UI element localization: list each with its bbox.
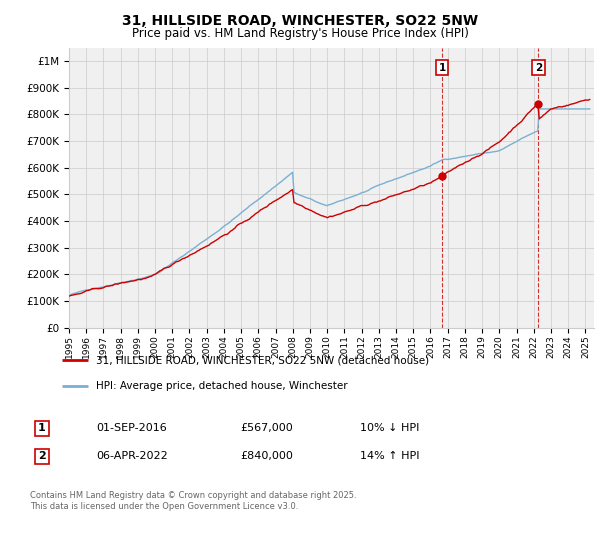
Text: 31, HILLSIDE ROAD, WINCHESTER, SO22 5NW: 31, HILLSIDE ROAD, WINCHESTER, SO22 5NW xyxy=(122,14,478,28)
Text: 1: 1 xyxy=(439,63,446,73)
Text: 14% ↑ HPI: 14% ↑ HPI xyxy=(360,451,419,461)
Text: 10% ↓ HPI: 10% ↓ HPI xyxy=(360,423,419,433)
Text: £840,000: £840,000 xyxy=(240,451,293,461)
Text: Price paid vs. HM Land Registry's House Price Index (HPI): Price paid vs. HM Land Registry's House … xyxy=(131,27,469,40)
Text: 2: 2 xyxy=(535,63,542,73)
Text: 01-SEP-2016: 01-SEP-2016 xyxy=(96,423,167,433)
Text: £567,000: £567,000 xyxy=(240,423,293,433)
Text: Contains HM Land Registry data © Crown copyright and database right 2025.
This d: Contains HM Land Registry data © Crown c… xyxy=(30,492,356,511)
Text: HPI: Average price, detached house, Winchester: HPI: Average price, detached house, Winc… xyxy=(96,380,347,390)
Text: 06-APR-2022: 06-APR-2022 xyxy=(96,451,168,461)
Text: 31, HILLSIDE ROAD, WINCHESTER, SO22 5NW (detached house): 31, HILLSIDE ROAD, WINCHESTER, SO22 5NW … xyxy=(96,356,429,366)
Text: 2: 2 xyxy=(38,451,46,461)
Text: 1: 1 xyxy=(38,423,46,433)
